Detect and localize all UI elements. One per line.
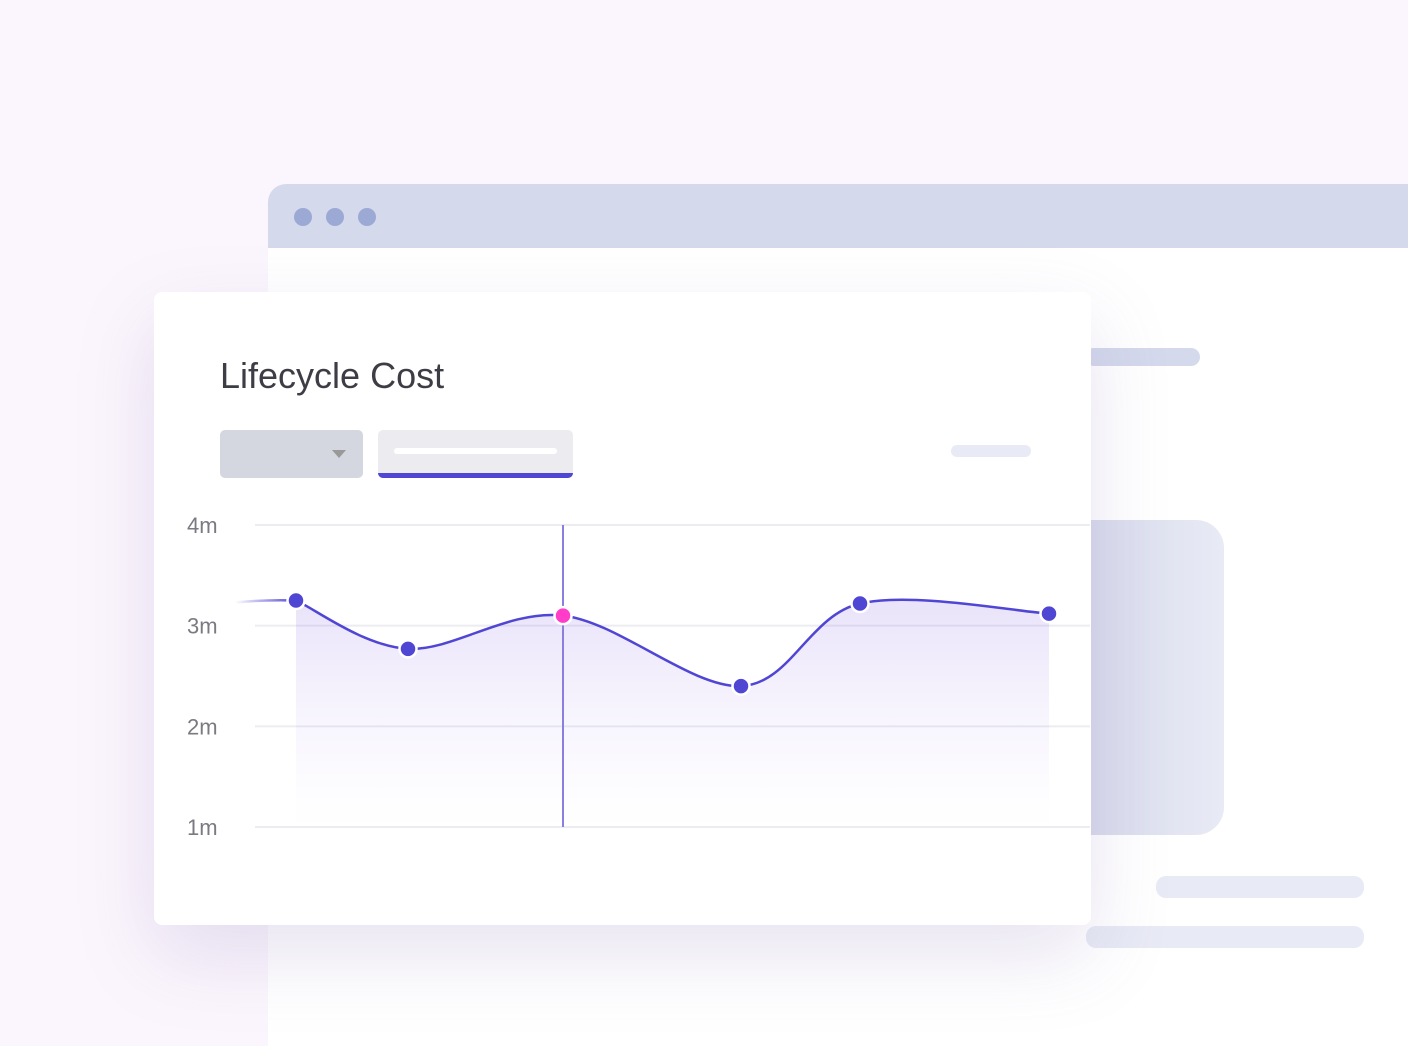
y-tick-label: 2m — [187, 714, 218, 739]
chart-title: Lifecycle Cost — [220, 355, 444, 396]
tab[interactable] — [378, 430, 573, 478]
placeholder-bar — [1086, 926, 1364, 948]
data-point — [1039, 603, 1059, 624]
window-titlebar — [268, 184, 1408, 248]
data-point — [286, 590, 306, 611]
placeholder-bar — [1085, 348, 1200, 366]
y-tick-label: 3m — [187, 614, 218, 639]
tab-underline — [378, 473, 573, 478]
data-point — [850, 593, 870, 614]
area-fill — [296, 599, 1049, 827]
data-point — [398, 639, 418, 659]
data-point — [731, 676, 751, 696]
window-dot — [326, 208, 344, 226]
placeholder-bar — [951, 445, 1031, 457]
window-dot — [294, 208, 312, 226]
placeholder-bar — [1156, 876, 1364, 898]
window-dot — [358, 208, 376, 226]
dropdown[interactable] — [220, 430, 363, 478]
data-point — [553, 605, 573, 626]
y-tick-label: 1m — [187, 815, 218, 840]
dropdown-arrow — [332, 450, 346, 458]
placeholder-panel — [1085, 520, 1224, 835]
y-tick-label: 4m — [187, 513, 218, 538]
tab-label-placeholder — [394, 448, 557, 454]
